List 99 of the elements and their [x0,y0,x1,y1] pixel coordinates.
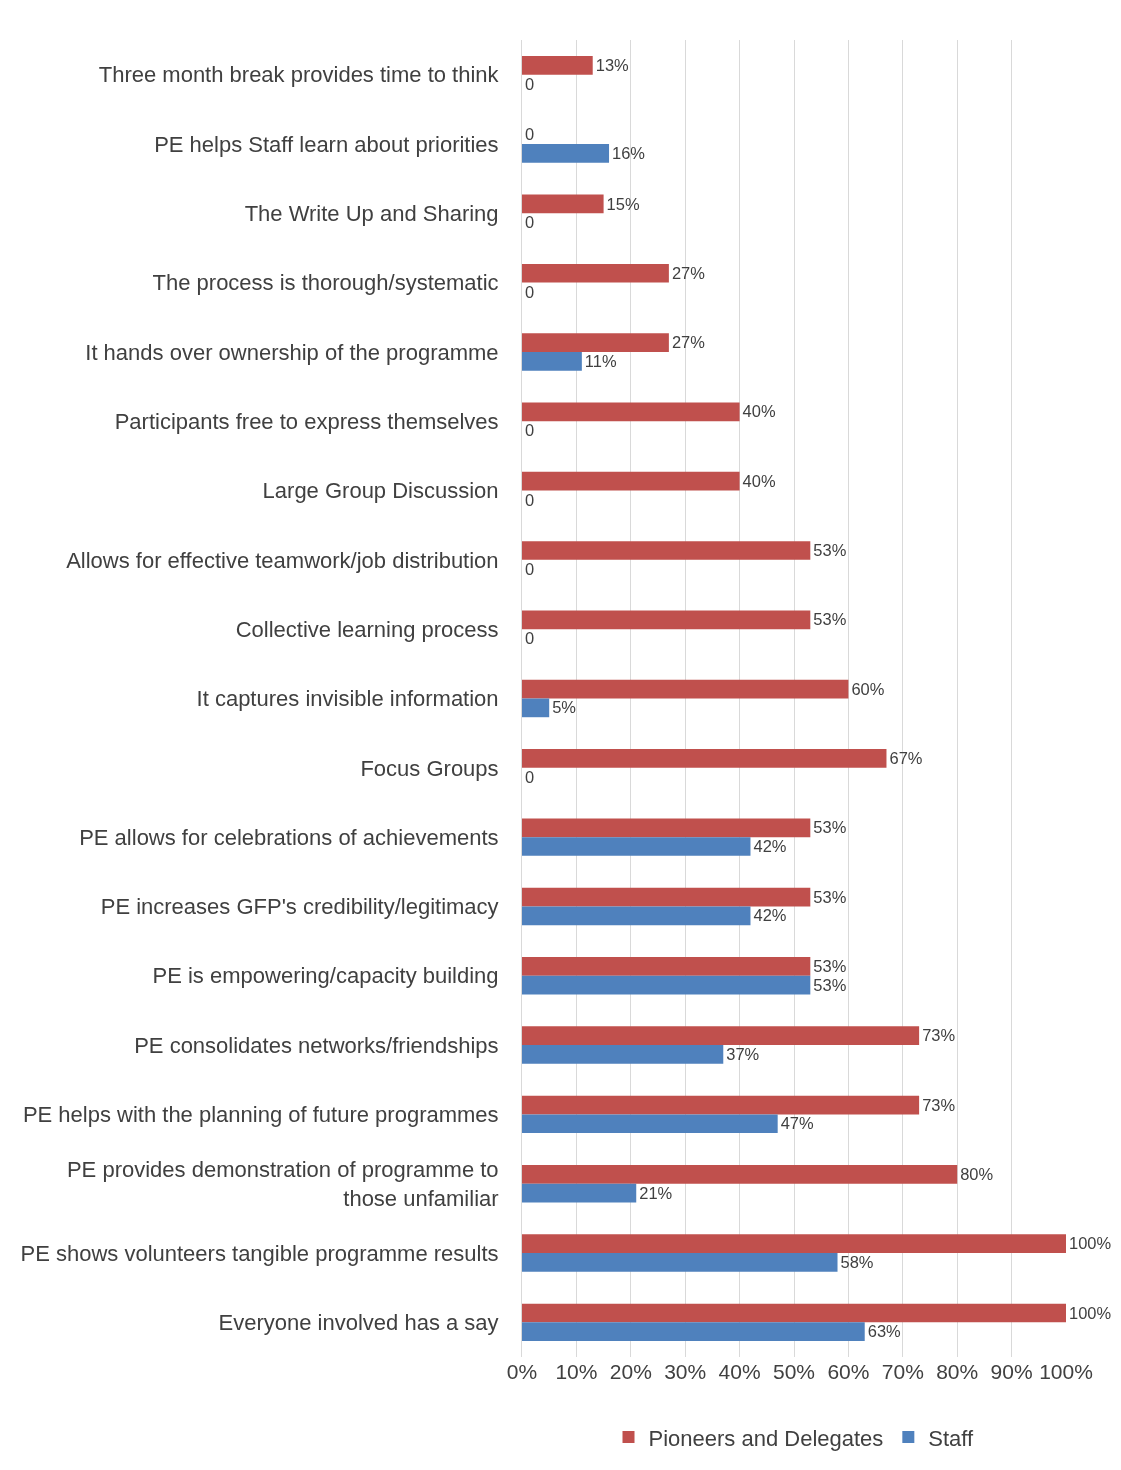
data-label: 60% [851,679,885,698]
data-label: 0 [525,490,535,509]
x-tick-label: 50% [772,1360,816,1383]
data-label: 11% [584,351,617,370]
data-label: 0 [525,767,535,786]
y-tick-label: PE consolidates networks/friendships [134,1032,499,1058]
data-label: 53% [813,610,847,629]
data-label: 0 [525,74,535,93]
x-tick-label: 80% [936,1360,979,1383]
data-label: 40% [742,402,776,421]
y-tick-label: PE shows volunteers tangible programme results [20,1240,499,1266]
data-label: 73% [922,1026,956,1045]
bar [522,818,811,838]
data-label: 67% [889,749,923,768]
legend-label: Staff [928,1425,975,1451]
bar [522,55,593,75]
y-tick-label: Everyone involved has a say [218,1310,499,1336]
data-label: 40% [742,471,776,490]
bar [522,1322,865,1342]
bar [522,1253,838,1272]
bar [522,541,811,560]
y-tick-label: PE provides demonstration of programme to those unfamiliar [66,1157,499,1211]
bar [522,1095,920,1115]
data-label: 53% [813,975,847,994]
data-label: 5% [552,698,577,717]
data-label: 16% [612,143,646,162]
bar [522,351,582,371]
y-tick-label: PE allows for celebrations of achievements [79,824,499,850]
data-label: 47% [780,1114,815,1133]
bar [522,471,740,491]
data-label: 53% [813,541,847,560]
y-tick-label: Participants free to express themselves [114,408,499,434]
bar [522,143,610,163]
bar [522,194,604,214]
bar [522,1303,1066,1323]
x-tick-label: 40% [718,1360,761,1383]
y-tick-label: Three month break provides time to think [98,62,500,88]
data-label: 27% [671,263,706,282]
data-label: 0 [525,629,535,648]
data-label: 15% [606,194,640,213]
bar [522,698,550,718]
y-tick-label: The Write Up and Sharing [244,200,499,226]
data-label: 27% [671,333,706,352]
x-tick-label: 100% [1039,1360,1093,1383]
x-tick-label: 90% [990,1360,1033,1383]
bar [522,1234,1066,1254]
y-tick-label: Large Group Discussion [262,478,499,504]
data-label: 58% [840,1253,874,1271]
bar [522,887,811,907]
x-tick-label: 0% [506,1360,538,1383]
data-label: 0 [525,125,535,144]
y-tick-label: PE helps Staff learn about priorities [154,131,499,157]
data-label: 0 [525,421,535,440]
bar [522,906,751,926]
bar [522,1183,637,1203]
bar [522,679,849,699]
data-label: 80% [960,1164,994,1183]
bar [522,1026,920,1046]
y-tick-label: PE helps with the planning of future programmes [22,1102,499,1128]
bar [522,402,740,422]
x-tick-label: 30% [664,1360,707,1383]
data-label: 42% [753,906,787,925]
data-label: 53% [813,818,847,837]
y-tick-label: Collective learning process [235,616,499,642]
y-tick-label: The process is thorough/systematic [152,270,499,296]
data-label: 73% [922,1095,956,1114]
bar [522,975,811,995]
legend-label: Pioneers and Delegates [648,1425,884,1451]
data-label: 0 [525,559,535,578]
data-label: 0 [525,282,535,301]
y-tick-label: PE increases GFP's credibility/legitimacy [100,894,499,920]
bar [522,957,811,976]
x-tick-label: 20% [609,1360,652,1383]
y-tick-label: Allows for effective teamwork/job distribution [66,547,499,573]
data-label: 100% [1069,1234,1112,1253]
y-tick-label: It captures invisible information [196,686,499,712]
data-label: 100% [1069,1303,1112,1322]
data-label: 42% [753,837,787,856]
y-tick-label: Focus Groups [360,755,499,781]
y-tick-label: PE is empowering/capacity building [152,963,499,989]
bar [522,610,811,630]
data-label: 37% [726,1045,760,1064]
y-tick-label: It hands over ownership of the programme [85,339,499,365]
data-label: 53% [813,887,847,906]
x-tick-label: 60% [827,1360,870,1383]
data-label: 0 [525,213,535,232]
data-label: 13% [595,55,630,74]
bar [522,1045,724,1064]
bar [522,1114,778,1134]
x-tick-label: 10% [555,1360,598,1383]
data-label: 21% [639,1183,673,1202]
bar [522,837,751,856]
bar [522,333,669,352]
data-label: 63% [867,1322,902,1341]
x-tick-label: 70% [881,1360,924,1383]
bar [522,749,887,768]
bar [522,263,669,283]
data-label: 53% [813,957,847,976]
bar [522,1165,958,1184]
